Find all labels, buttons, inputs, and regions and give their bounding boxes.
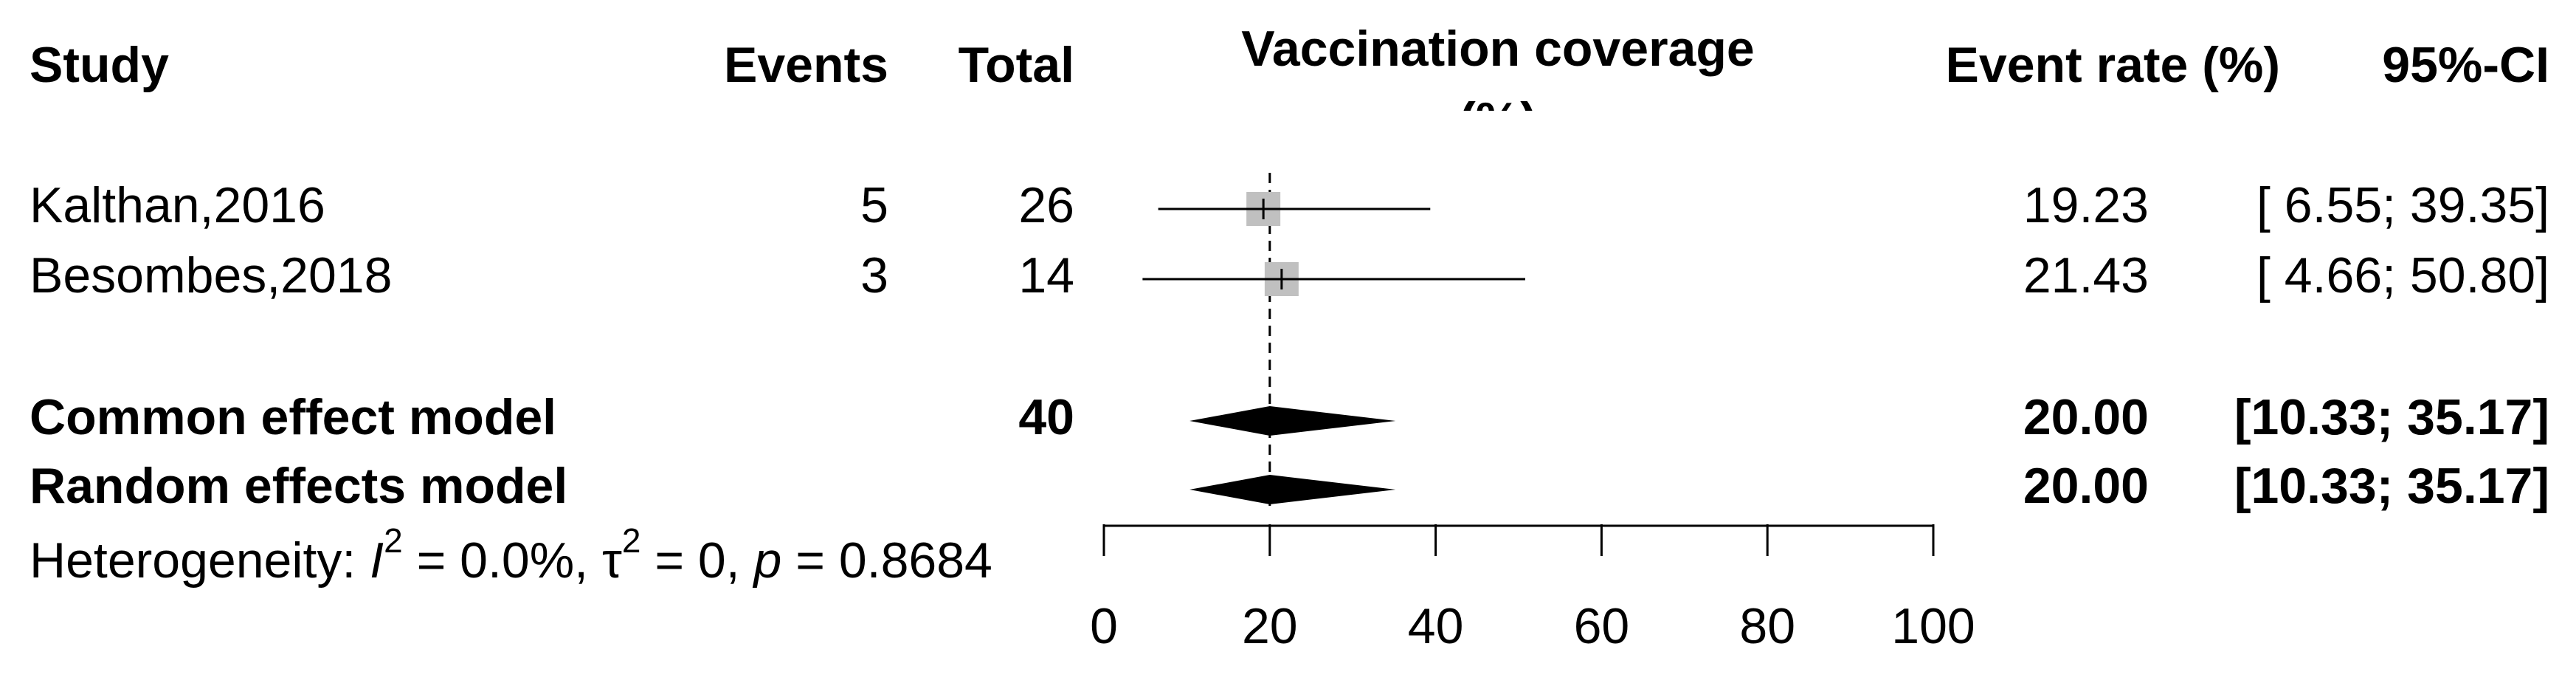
het-sup: 2 — [622, 521, 641, 560]
het-symbol: I — [370, 532, 384, 589]
pooled-total: 40 — [1018, 389, 1074, 445]
x-tick-label: 100 — [1891, 598, 1975, 654]
estimate: 19.23 — [2023, 177, 2149, 233]
pooled-ci: [10.33; 35.17] — [2234, 458, 2549, 514]
het-text: Heterogeneity: — [30, 532, 370, 589]
pooled-diamond — [1189, 406, 1396, 436]
pooled-name: Random effects model — [30, 458, 567, 514]
header-total: Total — [959, 37, 1074, 93]
het-text: = 0.8684 — [781, 532, 992, 589]
pooled-ci: [10.33; 35.17] — [2234, 389, 2549, 445]
x-tick-label: 40 — [1408, 598, 1464, 654]
header-events: Events — [724, 37, 888, 93]
header-ci: 95%-CI — [2382, 37, 2549, 93]
study-name: Besombes,2018 — [30, 247, 392, 303]
het-sup: 2 — [384, 521, 403, 560]
het-symbol: p — [753, 532, 782, 589]
pooled-estimate: 20.00 — [2023, 458, 2149, 514]
x-tick-label: 20 — [1242, 598, 1298, 654]
header-study: Study — [30, 37, 169, 93]
het-text: = 0.0%, — [403, 532, 602, 589]
header-rate: Event rate (%) — [1946, 37, 2280, 93]
x-tick-label: 0 — [1090, 598, 1118, 654]
pooled-diamond — [1189, 475, 1396, 504]
chart-title: Vaccination coverage — [1241, 21, 1754, 77]
events: 5 — [860, 177, 888, 233]
chart-title-unit: (%) — [1459, 92, 1537, 148]
het-symbol: τ — [602, 532, 622, 589]
het-text: = 0, — [640, 532, 753, 589]
pooled-name: Common effect model — [30, 389, 556, 445]
study-name: Kalthan,2016 — [30, 177, 325, 233]
x-tick-label: 80 — [1739, 598, 1795, 654]
ci: [ 6.55; 39.35] — [2256, 177, 2549, 233]
total: 26 — [1018, 177, 1074, 233]
x-tick-label: 60 — [1574, 598, 1630, 654]
heterogeneity: Heterogeneity: I2 = 0.0%, τ2 = 0, p = 0.… — [30, 521, 992, 589]
ci: [ 4.66; 50.80] — [2256, 247, 2549, 303]
pooled-estimate: 20.00 — [2023, 389, 2149, 445]
total: 14 — [1018, 247, 1074, 303]
estimate: 21.43 — [2023, 247, 2149, 303]
events: 3 — [860, 247, 888, 303]
